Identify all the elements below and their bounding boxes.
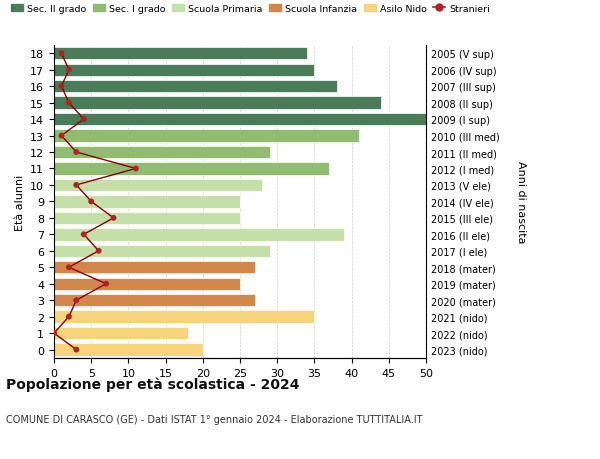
Point [56, 83, 66, 90]
Legend: Sec. II grado, Sec. I grado, Scuola Primaria, Scuola Infanzia, Asilo Nido, Stran: Sec. II grado, Sec. I grado, Scuola Prim… [11, 5, 490, 14]
Point [71, 182, 81, 189]
Bar [54, 179, 262, 192]
Point [64, 67, 74, 74]
Point [64, 264, 74, 271]
Point [79, 116, 89, 123]
Bar [54, 48, 307, 60]
Bar [54, 130, 359, 142]
Bar [54, 212, 240, 224]
Y-axis label: Età alunni: Età alunni [14, 174, 25, 230]
Point [56, 50, 66, 58]
Bar [54, 278, 240, 290]
Bar [54, 344, 203, 356]
Text: Popolazione per età scolastica - 2024: Popolazione per età scolastica - 2024 [6, 376, 299, 391]
Point [131, 165, 140, 173]
Y-axis label: Anni di nascita: Anni di nascita [516, 161, 526, 243]
Point [64, 100, 74, 107]
Point [56, 133, 66, 140]
Point [101, 280, 111, 288]
Bar [54, 114, 426, 126]
Point [79, 231, 89, 239]
Text: COMUNE DI CARASCO (GE) - Dati ISTAT 1° gennaio 2024 - Elaborazione TUTTITALIA.IT: COMUNE DI CARASCO (GE) - Dati ISTAT 1° g… [6, 414, 422, 424]
Bar [54, 311, 314, 323]
Bar [54, 64, 314, 77]
Point [64, 313, 74, 321]
Bar [54, 196, 240, 208]
Bar [54, 146, 270, 159]
Point [49, 330, 59, 337]
Bar [54, 97, 382, 110]
Bar [54, 81, 337, 93]
Point [71, 297, 81, 304]
Bar [54, 229, 344, 241]
Point [94, 247, 103, 255]
Bar [54, 327, 188, 340]
Point [71, 346, 81, 353]
Bar [54, 245, 270, 257]
Point [71, 149, 81, 157]
Bar [54, 163, 329, 175]
Point [109, 215, 118, 222]
Bar [54, 294, 255, 307]
Bar [54, 262, 255, 274]
Point [86, 198, 96, 206]
